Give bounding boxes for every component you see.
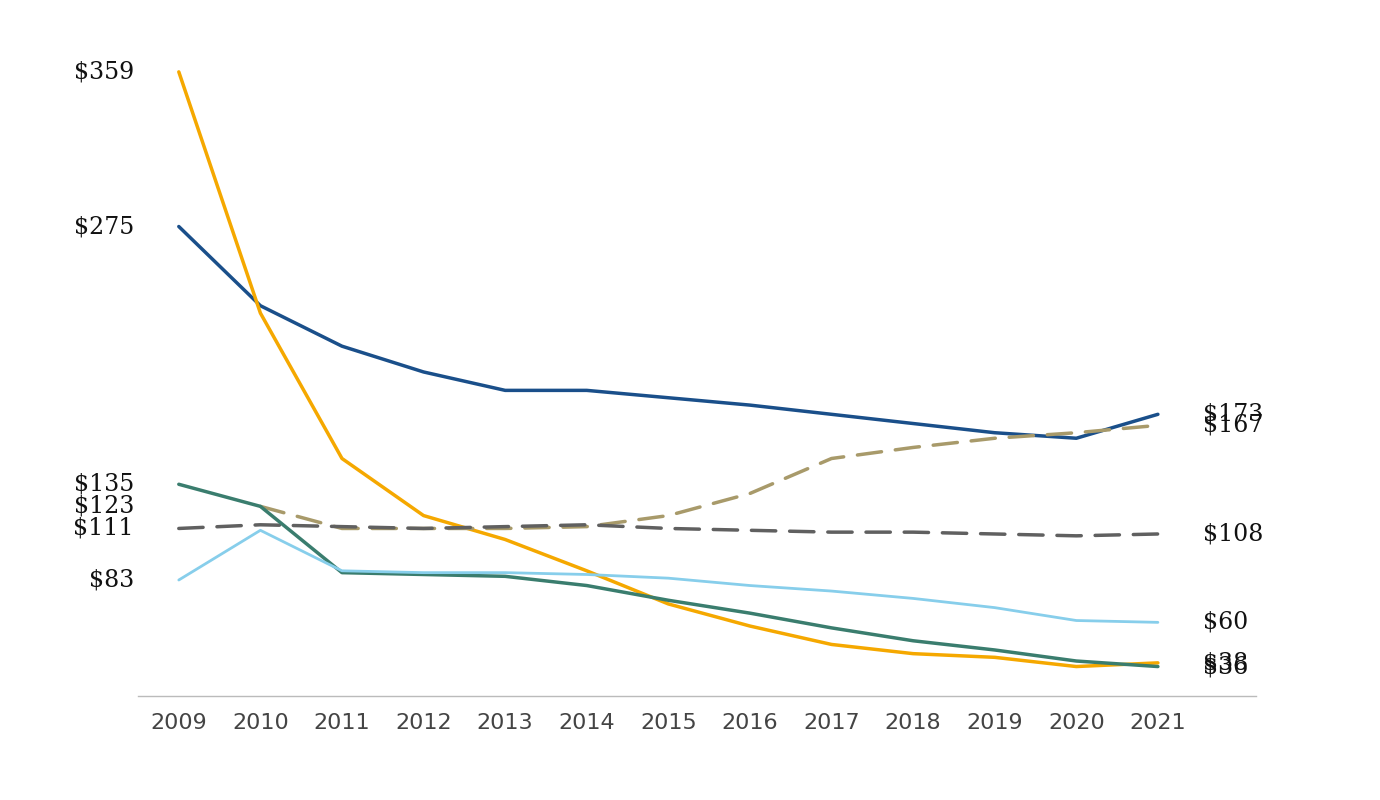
- Text: $173: $173: [1203, 403, 1263, 426]
- Text: $111: $111: [73, 517, 134, 540]
- Text: $135: $135: [73, 473, 134, 496]
- Text: $123: $123: [73, 495, 134, 518]
- Text: $167: $167: [1203, 414, 1263, 437]
- Text: $359: $359: [73, 60, 134, 83]
- Text: $108: $108: [1203, 522, 1263, 546]
- Text: $275: $275: [73, 215, 134, 238]
- Text: $36: $36: [1203, 655, 1248, 678]
- Text: $38: $38: [1203, 651, 1248, 674]
- Text: $83: $83: [88, 569, 134, 591]
- Text: $60: $60: [1203, 611, 1248, 634]
